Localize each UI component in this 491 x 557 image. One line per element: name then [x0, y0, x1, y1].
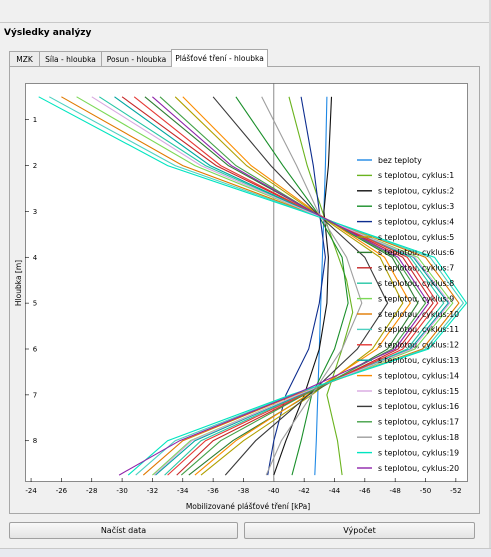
x-axis-label: Mobilizované plášťové tření [kPa] — [186, 502, 310, 511]
series-line-5 — [174, 96, 404, 476]
series-line-15 — [91, 96, 451, 476]
legend-label: s teplotou, cyklus:1 — [378, 171, 454, 180]
series-line-19 — [38, 96, 468, 476]
x-tick-label: -46 — [359, 487, 371, 495]
x-tick-label: -42 — [298, 487, 309, 495]
legend-label: s teplotou, cyklus:18 — [378, 433, 459, 442]
x-tick-label: -28 — [86, 487, 97, 495]
legend-label: s teplotou, cyklus:17 — [378, 418, 459, 427]
legend-label: s teplotou, cyklus:14 — [378, 371, 459, 380]
y-tick-label: 6 — [33, 346, 38, 354]
legend-label: s teplotou, cyklus:10 — [378, 310, 459, 319]
x-tick-label: -30 — [116, 487, 127, 495]
series-line-6 — [144, 96, 419, 476]
y-tick-label: 7 — [33, 391, 37, 399]
x-tick-label: -52 — [450, 487, 461, 495]
series-line-11 — [49, 96, 465, 476]
series-line-2 — [273, 96, 333, 476]
x-tick-label: -32 — [147, 487, 158, 495]
series-line-12 — [133, 96, 439, 476]
window-top-strip — [0, 0, 491, 22]
x-tick-label: -26 — [56, 487, 68, 495]
x-tick-label: -40 — [268, 487, 279, 495]
x-tick-label: -38 — [238, 487, 249, 495]
legend-label: s teplotou, cyklus:4 — [378, 217, 454, 226]
series-line-10 — [61, 96, 460, 476]
compute-button[interactable]: Výpočet — [244, 522, 475, 539]
top-divider — [0, 22, 491, 23]
y-tick-label: 5 — [33, 300, 37, 308]
legend-label: s teplotou, cyklus:6 — [378, 248, 454, 257]
legend-label: s teplotou, cyklus:19 — [378, 448, 459, 457]
legend-label: bez teploty — [378, 156, 422, 165]
legend-label: s teplotou, cyklus:3 — [378, 202, 454, 211]
legend-label: s teplotou, cyklus:5 — [378, 233, 454, 242]
y-tick-label: 8 — [33, 437, 37, 445]
y-tick-label: 3 — [33, 208, 37, 216]
y-tick-label: 4 — [33, 254, 38, 262]
legend-label: s teplotou, cyklus:11 — [378, 325, 459, 334]
x-tick-label: -36 — [207, 487, 219, 495]
x-tick-label: -48 — [389, 487, 400, 495]
legend-label: s teplotou, cyklus:2 — [378, 187, 454, 196]
section-title: Výsledky analýzy — [4, 28, 92, 38]
x-tick-label: -24 — [25, 487, 37, 495]
series-line-18 — [261, 96, 363, 476]
series-line-7 — [121, 96, 434, 476]
legend-label: s teplotou, cyklus:8 — [378, 279, 454, 288]
x-tick-label: -34 — [177, 487, 189, 495]
series-line-8 — [99, 96, 445, 476]
series-line-0 — [314, 96, 328, 476]
y-tick-label: 1 — [33, 116, 37, 124]
y-tick-label: 2 — [33, 162, 37, 170]
load-data-button[interactable]: Načíst data — [9, 522, 238, 539]
series-line-17 — [159, 96, 427, 476]
right-border — [489, 0, 491, 556]
series-line-3 — [235, 96, 349, 476]
legend-label: s teplotou, cyklus:15 — [378, 387, 459, 396]
legend-label: s teplotou, cyklus:16 — [378, 402, 459, 411]
legend-label: s teplotou, cyklus:7 — [378, 264, 454, 273]
series-line-1 — [288, 96, 354, 476]
tab-plastove-treni-hloubka[interactable]: Plášťové tření - hloubka — [171, 49, 268, 67]
series-line-13 — [114, 96, 450, 476]
legend-label: s teplotou, cyklus:20 — [378, 464, 459, 473]
series-line-14 — [182, 96, 411, 476]
status-strip — [0, 548, 491, 557]
series-line-16 — [212, 96, 389, 476]
x-tick-label: -44 — [329, 487, 341, 495]
plot-area — [25, 83, 468, 482]
y-axis-label: Hloubka [m] — [14, 260, 23, 306]
x-tick-label: -50 — [420, 487, 431, 495]
legend-label: s teplotou, cyklus:13 — [378, 356, 459, 365]
legend-label: s teplotou, cyklus:12 — [378, 341, 459, 350]
legend-label: s teplotou, cyklus:9 — [378, 294, 454, 303]
series-line-4 — [267, 96, 326, 476]
series-line-20 — [118, 96, 430, 476]
